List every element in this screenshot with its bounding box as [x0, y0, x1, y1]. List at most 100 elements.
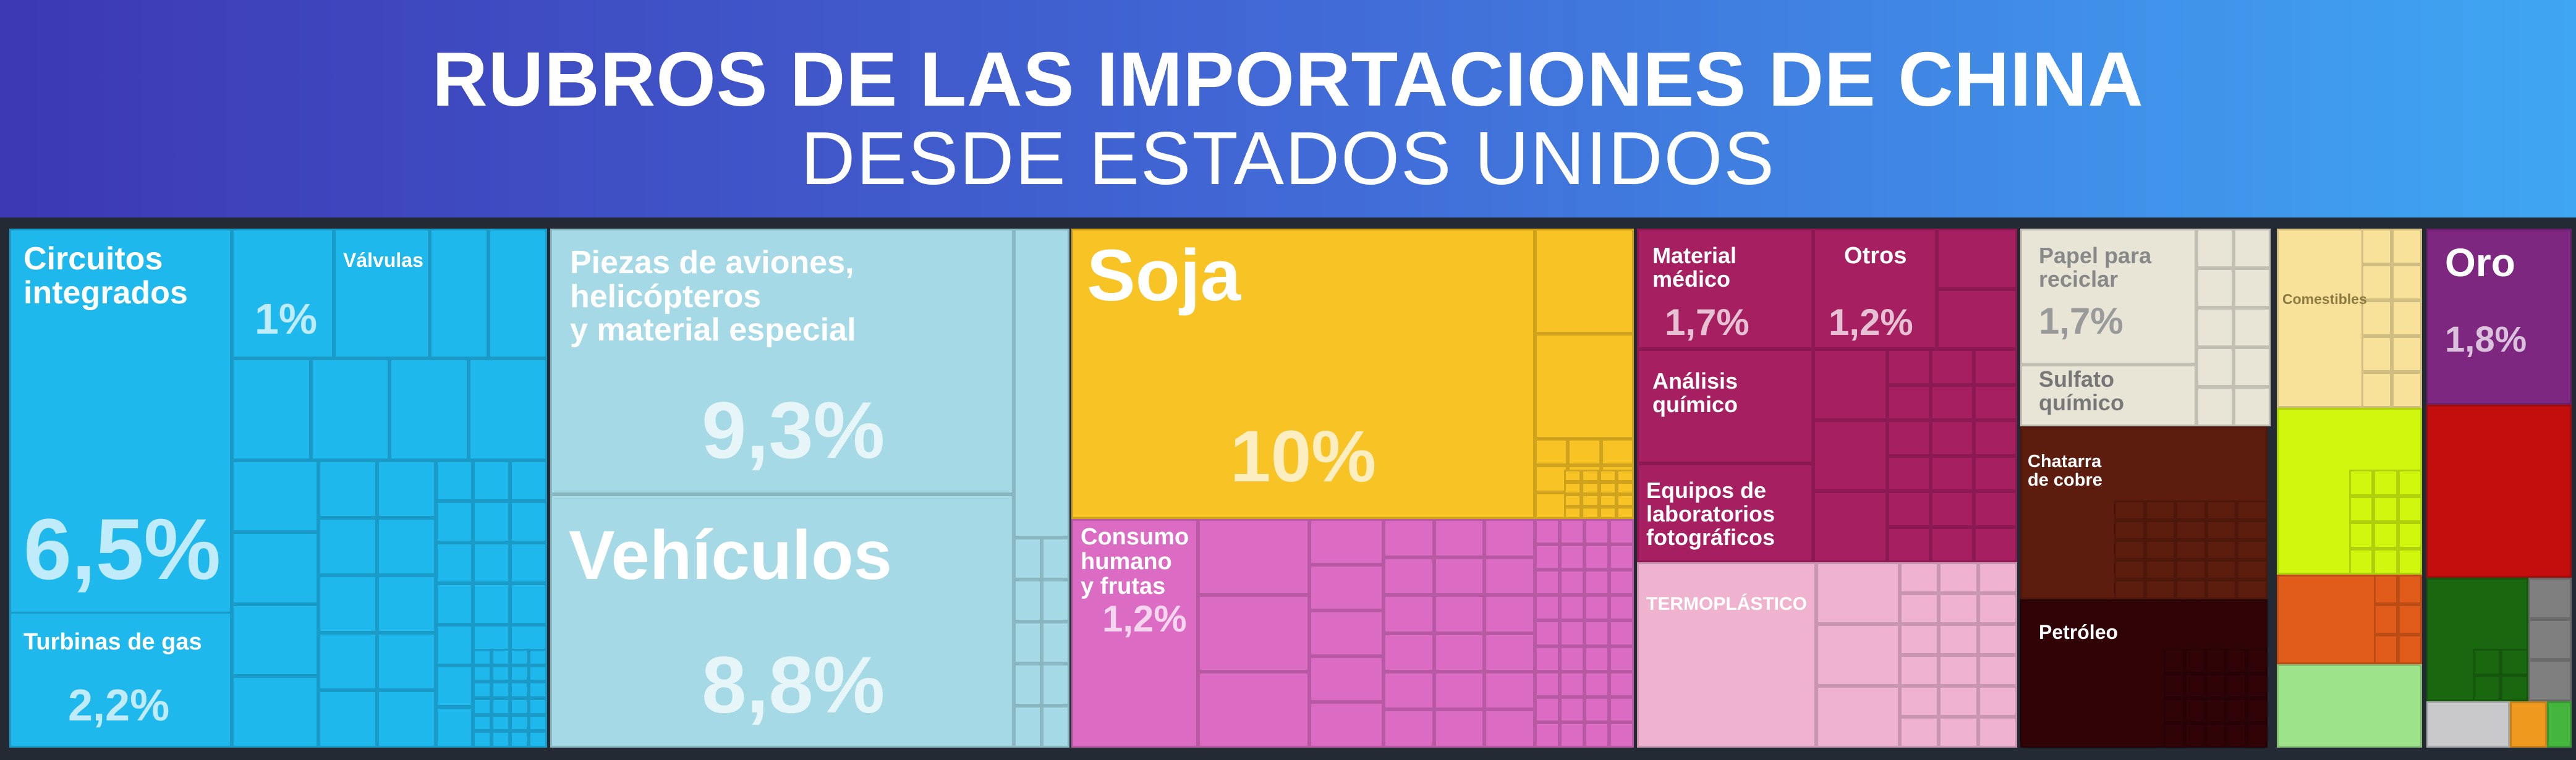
treemap-subcell: [436, 665, 473, 707]
treemap-subcell: [2184, 698, 2206, 723]
treemap-subcell: [1599, 470, 1617, 482]
treemap-subcell: [529, 731, 547, 748]
treemap-subcell: [1384, 557, 1434, 596]
chart-title: RUBROS DE LAS IMPORTACIONES DE CHINA: [432, 37, 2144, 122]
label-turbinas: Turbinas de gas: [23, 629, 202, 655]
treemap-subcell: [1014, 622, 1042, 664]
treemap-subcell: [1887, 349, 1931, 385]
treemap-subcell: [2184, 649, 2206, 673]
treemap-subcell: [1978, 717, 2017, 748]
treemap-subcell: [1535, 620, 1560, 646]
treemap-subcell: [1535, 465, 1568, 492]
treemap-subcell: [2145, 540, 2176, 560]
treemap-subcell: [2164, 723, 2185, 748]
label-turbinas-pct: 2,2%: [68, 681, 170, 730]
treemap-subcell: [1584, 671, 1609, 697]
treemap-subcell: [529, 649, 547, 665]
treemap-subcell: [2196, 308, 2234, 347]
treemap-subcell: [1939, 717, 1978, 748]
treemap-subcell: [2234, 387, 2271, 426]
treemap-subcell: [2114, 500, 2145, 520]
treemap-subcell: [1609, 671, 1634, 697]
treemap-subcell: [2473, 649, 2501, 675]
treemap-subcell: [529, 714, 547, 732]
treemap-subcell: [1584, 519, 1609, 545]
treemap-subcell: [1434, 519, 1485, 557]
treemap-subcell: [318, 460, 377, 518]
treemap-subcell: [473, 665, 491, 682]
treemap-subcell: [1309, 656, 1384, 702]
treemap-subcell: [1309, 565, 1384, 610]
treemap-subcell: [1816, 562, 1900, 624]
treemap-subcell: [2373, 470, 2398, 496]
treemap-subcell: [2247, 723, 2268, 748]
treemap-subcell: [1900, 562, 1939, 593]
treemap-subcell: [436, 706, 473, 748]
treemap-subcell: [1978, 655, 2017, 686]
treemap-subcell: [2205, 698, 2226, 723]
treemap-subcell: [1484, 595, 1535, 633]
treemap-subcell: [1939, 593, 1978, 624]
treemap-subcell: [1560, 620, 1584, 646]
treemap-subcell: [1198, 671, 1309, 748]
treemap-subcell: [1014, 706, 1042, 748]
treemap-subcell: [377, 690, 436, 748]
treemap-subcell: [2145, 580, 2176, 599]
treemap-subcell: [2361, 300, 2392, 336]
cell-material-medico: [1637, 229, 1813, 349]
treemap-subcell: [2349, 522, 2374, 549]
treemap-subcell: [2164, 673, 2185, 698]
treemap-subcell: [2175, 580, 2206, 599]
treemap-subcell: [491, 731, 510, 748]
treemap-subcell: [2237, 500, 2268, 520]
treemap-subcell: [1384, 633, 1434, 672]
treemap-subcell: [2164, 649, 2185, 673]
cell-equipos-laboratorio: [1637, 463, 1813, 562]
treemap-subcell: [2373, 548, 2398, 575]
treemap-subcell: [1535, 646, 1560, 672]
treemap-subcell: [2206, 580, 2237, 599]
label-oro: Oro: [2445, 240, 2515, 285]
treemap-subcell: [2392, 336, 2422, 372]
treemap-subcell: [1900, 593, 1939, 624]
treemap-subcell: [2196, 268, 2234, 308]
treemap-subcell: [2361, 336, 2392, 372]
treemap-subcell: [1535, 722, 1560, 748]
cell-circuitos-integrados: [9, 229, 232, 618]
treemap-subcell: [2196, 229, 2234, 268]
treemap-subcell: [2373, 522, 2398, 549]
treemap-subcell: [2247, 673, 2268, 698]
treemap-subcell: [473, 649, 491, 665]
treemap-subcell: [1535, 492, 1568, 519]
treemap-subcell: [2528, 578, 2572, 619]
treemap-subcell: [1564, 482, 1582, 494]
treemap-subcell: [1042, 664, 1069, 706]
treemap-subcell: [468, 358, 547, 460]
treemap-subcell: [1584, 696, 1609, 722]
treemap-subcell: [2392, 372, 2422, 408]
treemap-subcell: [377, 633, 436, 690]
label-analisis-quimico: Análisis químico: [1652, 368, 1738, 417]
treemap-subcell: [1384, 671, 1434, 710]
treemap-subcell: [1581, 482, 1599, 494]
treemap-subcell: [436, 460, 473, 502]
treemap-subcell: [1609, 544, 1634, 570]
label-circuitos: Circuitos integrados: [23, 241, 188, 311]
treemap-subcell: [318, 518, 377, 575]
treemap-subcell: [1609, 519, 1634, 545]
treemap-subcell: [2374, 575, 2398, 605]
treemap-subcell: [1931, 455, 1974, 491]
treemap-subcell: [1813, 349, 1887, 420]
treemap-subcell: [2145, 560, 2176, 580]
treemap-subcell: [1564, 507, 1582, 519]
treemap-subcell: [1581, 507, 1599, 519]
treemap-subcell: [1484, 633, 1535, 672]
treemap-subcell: [1616, 494, 1634, 507]
treemap-subcell: [1609, 722, 1634, 748]
treemap-subcell: [310, 358, 389, 460]
header-banner: RUBROS DE LAS IMPORTACIONES DE CHINA DES…: [0, 0, 2576, 217]
treemap-subcell: [2184, 723, 2206, 748]
treemap-subcell: [1978, 624, 2017, 655]
label-soja-pct: 10%: [1230, 416, 1377, 497]
cell-valvulas-a: [232, 229, 334, 358]
